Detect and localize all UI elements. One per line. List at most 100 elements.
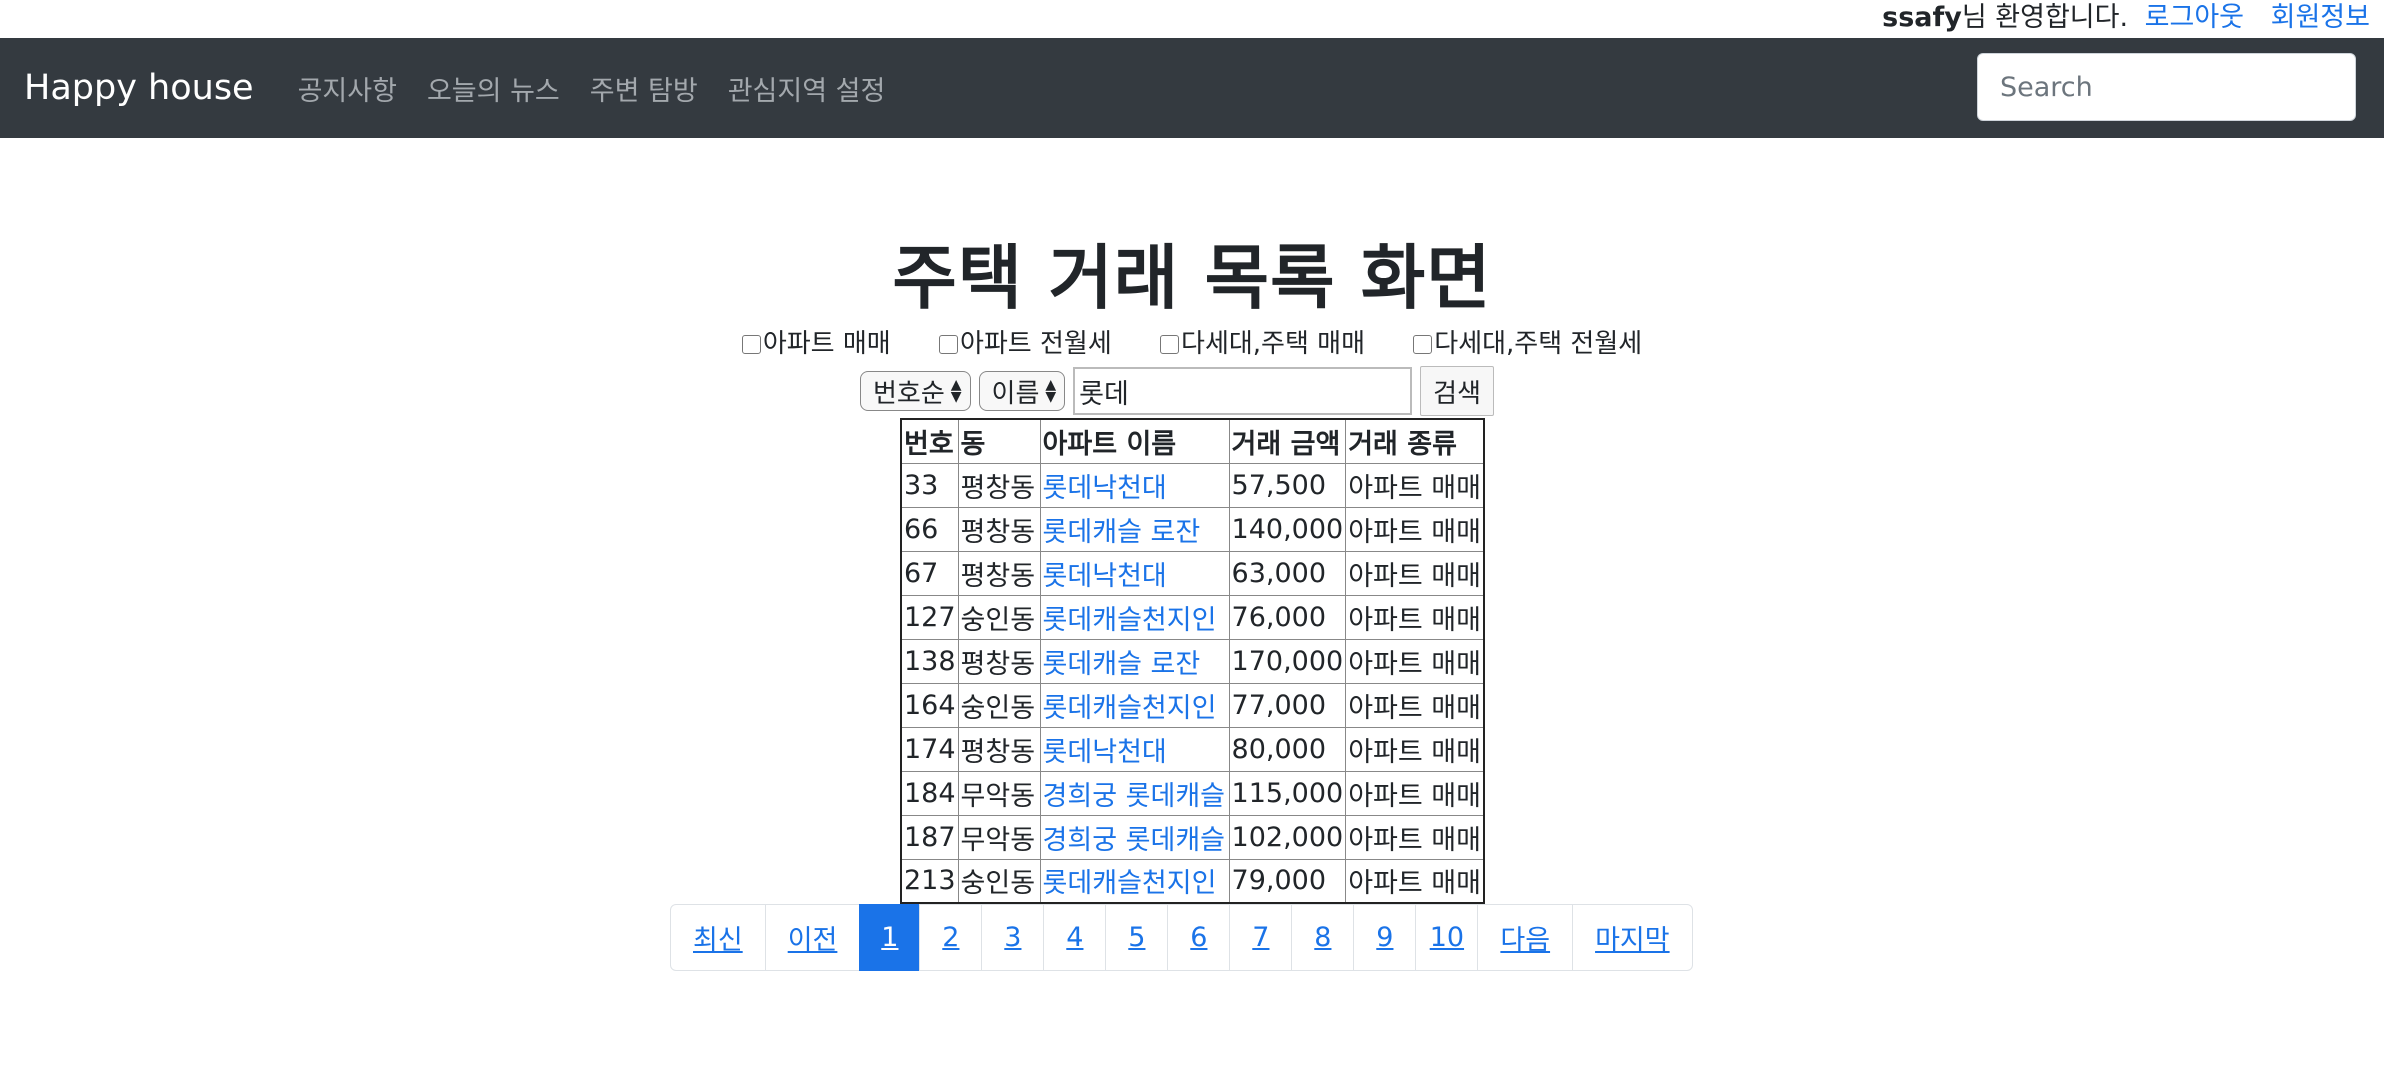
cell-dong: 평창동 bbox=[957, 462, 1041, 508]
cell-price: 102,000 bbox=[1228, 814, 1347, 860]
greeting-text: 님 환영합니다. bbox=[1961, 2, 2129, 33]
apt-name-link[interactable]: 경희궁 롯데캐슬 bbox=[1042, 780, 1226, 812]
page-number-button[interactable]: 5 bbox=[1105, 904, 1169, 971]
cell-number: 33 bbox=[900, 462, 959, 508]
navbar: Happy house 공지사항 오늘의 뉴스 주변 탐방 관심지역 설정 bbox=[0, 38, 2384, 138]
filter-label: 다세대,주택 전월세 bbox=[1434, 329, 1643, 359]
page-number-button[interactable]: 1 bbox=[859, 904, 921, 971]
apt-name-link[interactable]: 롯데캐슬천지인 bbox=[1042, 868, 1217, 900]
nav-link-news[interactable]: 오늘의 뉴스 bbox=[426, 75, 560, 107]
cell-apt-name: 롯데캐슬천지인 bbox=[1039, 682, 1230, 728]
table-row: 33 평창동 롯데낙천대 57,500 아파트 매매 bbox=[900, 462, 1485, 508]
updown-arrows-icon: ▲ ▼ bbox=[950, 377, 962, 405]
cell-type: 아파트 매매 bbox=[1345, 638, 1485, 684]
checkbox[interactable] bbox=[938, 334, 958, 354]
checkbox[interactable] bbox=[1413, 334, 1433, 354]
cell-number: 213 bbox=[900, 858, 959, 904]
table-row: 213 숭인동 롯데캐슬천지인 79,000 아파트 매매 bbox=[900, 858, 1485, 904]
cell-apt-name: 롯데낙천대 bbox=[1039, 462, 1230, 508]
apt-name-link[interactable]: 롯데캐슬천지인 bbox=[1042, 604, 1217, 636]
nav-link-notices[interactable]: 공지사항 bbox=[297, 75, 397, 107]
cell-price: 79,000 bbox=[1228, 858, 1347, 904]
page-number-button[interactable]: 9 bbox=[1353, 904, 1417, 971]
cell-type: 아파트 매매 bbox=[1345, 550, 1485, 596]
page-number-button[interactable]: 2 bbox=[919, 904, 983, 971]
cell-dong: 숭인동 bbox=[957, 682, 1041, 728]
header-dong: 동 bbox=[957, 418, 1041, 464]
filter-house-sale[interactable]: 다세대,주택 매매 bbox=[1160, 326, 1365, 362]
cell-number: 184 bbox=[900, 770, 959, 816]
filter-label: 아파트 매매 bbox=[762, 329, 891, 359]
table-row: 67 평창동 롯데낙천대 63,000 아파트 매매 bbox=[900, 550, 1485, 596]
table-row: 127 숭인동 롯데캐슬천지인 76,000 아파트 매매 bbox=[900, 594, 1485, 640]
cell-dong: 평창동 bbox=[957, 550, 1041, 596]
field-select[interactable]: 이름 ▲ ▼ bbox=[978, 371, 1066, 411]
header-price: 거래 금액 bbox=[1228, 418, 1347, 464]
page-number-button[interactable]: 3 bbox=[981, 904, 1045, 971]
cell-dong: 평창동 bbox=[957, 726, 1041, 772]
cell-number: 174 bbox=[900, 726, 959, 772]
cell-price: 80,000 bbox=[1228, 726, 1347, 772]
cell-price: 170,000 bbox=[1228, 638, 1347, 684]
page-number-button[interactable]: 8 bbox=[1291, 904, 1355, 971]
sort-select[interactable]: 번호순 ▲ ▼ bbox=[860, 371, 971, 411]
cell-type: 아파트 매매 bbox=[1345, 770, 1485, 816]
apt-name-link[interactable]: 경희궁 롯데캐슬 bbox=[1042, 824, 1226, 856]
sort-select-value: 번호순 bbox=[873, 378, 945, 409]
field-select-value: 이름 bbox=[991, 378, 1040, 409]
page-number-button[interactable]: 6 bbox=[1167, 904, 1231, 971]
checkbox[interactable] bbox=[741, 334, 761, 354]
header-type: 거래 종류 bbox=[1345, 418, 1485, 464]
table-row: 164 숭인동 롯데캐슬천지인 77,000 아파트 매매 bbox=[900, 682, 1485, 728]
cell-price: 57,500 bbox=[1228, 462, 1347, 508]
logout-link[interactable]: 로그아웃 bbox=[2144, 2, 2245, 33]
apt-name-link[interactable]: 롯데캐슬 로잔 bbox=[1042, 516, 1201, 548]
page-number-button[interactable]: 7 bbox=[1229, 904, 1293, 971]
page-title: 주택 거래 목록 화면 bbox=[892, 237, 1492, 319]
table-row: 138 평창동 롯데캐슬 로잔 170,000 아파트 매매 bbox=[900, 638, 1485, 684]
apt-name-link[interactable]: 롯데낙천대 bbox=[1042, 736, 1167, 768]
brand-logo[interactable]: Happy house bbox=[24, 68, 254, 108]
table-row: 66 평창동 롯데캐슬 로잔 140,000 아파트 매매 bbox=[900, 506, 1485, 552]
cell-type: 아파트 매매 bbox=[1345, 506, 1485, 552]
cell-price: 76,000 bbox=[1228, 594, 1347, 640]
cell-dong: 숭인동 bbox=[957, 594, 1041, 640]
top-user-bar: ssafy님 환영합니다. 로그아웃 회원정보 bbox=[0, 0, 2384, 38]
query-input[interactable]: 롯데 bbox=[1073, 367, 1413, 415]
checkbox[interactable] bbox=[1160, 334, 1180, 354]
page-number-button[interactable]: 4 bbox=[1043, 904, 1107, 971]
cell-type: 아파트 매매 bbox=[1345, 682, 1485, 728]
filter-apt-sale[interactable]: 아파트 매매 bbox=[741, 326, 891, 362]
apt-name-link[interactable]: 롯데낙천대 bbox=[1042, 472, 1167, 504]
table-row: 184 무악동 경희궁 롯데캐슬 115,000 아파트 매매 bbox=[900, 770, 1485, 816]
cell-price: 63,000 bbox=[1228, 550, 1347, 596]
filter-label: 아파트 전월세 bbox=[959, 329, 1112, 359]
nav-link-interest-area[interactable]: 관심지역 설정 bbox=[727, 75, 886, 107]
apt-name-link[interactable]: 롯데캐슬천지인 bbox=[1042, 692, 1217, 724]
page-prev-button[interactable]: 이전 bbox=[764, 904, 861, 971]
cell-apt-name: 롯데캐슬천지인 bbox=[1039, 594, 1230, 640]
nav-link-explore[interactable]: 주변 탐방 bbox=[589, 75, 698, 107]
search-input[interactable] bbox=[1977, 53, 2356, 121]
cell-price: 115,000 bbox=[1228, 770, 1347, 816]
cell-dong: 숭인동 bbox=[957, 858, 1041, 904]
profile-link[interactable]: 회원정보 bbox=[2270, 2, 2370, 33]
filter-house-rent[interactable]: 다세대,주택 전월세 bbox=[1413, 326, 1642, 362]
page-next-button[interactable]: 다음 bbox=[1477, 904, 1574, 971]
page-last-button[interactable]: 마지막 bbox=[1572, 904, 1693, 971]
search-controls: 번호순 ▲ ▼ 이름 ▲ ▼ 롯데 검색 bbox=[860, 366, 1495, 416]
cell-type: 아파트 매매 bbox=[1345, 462, 1485, 508]
page-first-button[interactable]: 최신 bbox=[670, 904, 766, 971]
header-apt-name: 아파트 이름 bbox=[1039, 418, 1230, 464]
username: ssafy bbox=[1882, 2, 1962, 33]
cell-apt-name: 롯데낙천대 bbox=[1039, 726, 1230, 772]
search-button[interactable]: 검색 bbox=[1420, 366, 1495, 416]
filter-apt-rent[interactable]: 아파트 전월세 bbox=[938, 326, 1112, 362]
apt-name-link[interactable]: 롯데캐슬 로잔 bbox=[1042, 648, 1201, 680]
apt-name-link[interactable]: 롯데낙천대 bbox=[1042, 560, 1167, 592]
cell-type: 아파트 매매 bbox=[1345, 858, 1485, 904]
table-header-row: 번호 동 아파트 이름 거래 금액 거래 종류 bbox=[900, 418, 1485, 464]
cell-type: 아파트 매매 bbox=[1345, 726, 1485, 772]
page-number-button[interactable]: 10 bbox=[1415, 904, 1479, 971]
cell-price: 140,000 bbox=[1228, 506, 1347, 552]
